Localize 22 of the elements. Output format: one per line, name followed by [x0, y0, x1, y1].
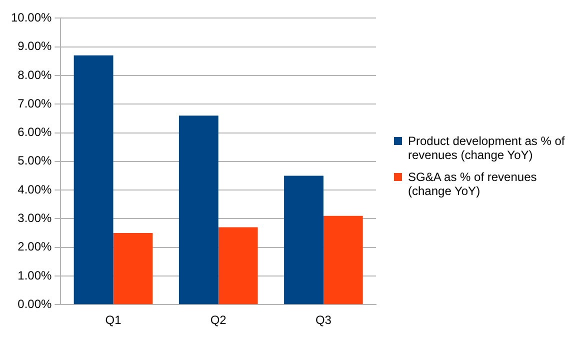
y-tick-label: 9.00%: [18, 39, 52, 54]
bar: [218, 227, 258, 304]
x-tick-label: Q1: [105, 313, 122, 328]
y-tick-label: 3.00%: [18, 210, 52, 225]
x-tick-label: Q3: [315, 313, 332, 328]
y-tick-label: 4.00%: [18, 182, 52, 196]
bar: [74, 55, 114, 304]
legend-label: SG&A as % of revenues (change YoY): [408, 170, 538, 198]
y-tick-label: 2.00%: [18, 240, 52, 254]
y-tick-label: 0.00%: [18, 296, 52, 311]
y-tick-label: 7.00%: [18, 96, 52, 110]
bar: [323, 216, 363, 304]
bar: [113, 233, 153, 304]
bar: [284, 176, 324, 304]
x-tick-label: Q2: [210, 313, 227, 328]
y-tick-label: 1.00%: [18, 268, 52, 282]
y-tick-label: 5.00%: [18, 154, 52, 168]
legend-label: Product development as % of revenues (change YoY): [408, 134, 566, 162]
y-tick-label: 8.00%: [18, 68, 52, 82]
y-tick-label: 10.00%: [10, 10, 52, 25]
bar: [178, 116, 218, 304]
y-tick-label: 6.00%: [18, 125, 52, 140]
